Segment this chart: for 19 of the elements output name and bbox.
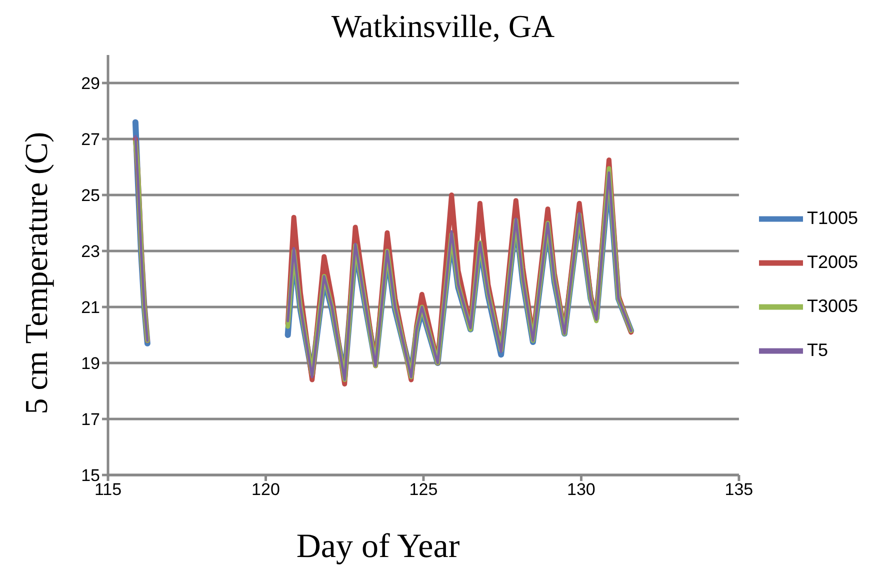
x-tick-label: 135 bbox=[724, 480, 754, 500]
y-tick-label: 21 bbox=[81, 298, 100, 318]
x-tick-label: 120 bbox=[252, 480, 280, 500]
legend-label: T2005 bbox=[806, 252, 858, 272]
y-tick-label: 29 bbox=[81, 74, 100, 94]
y-axis-title: 5 cm Temperature (C) bbox=[18, 130, 55, 416]
legend-label: T3005 bbox=[806, 296, 858, 316]
x-tick-label: 125 bbox=[409, 480, 438, 500]
legend-label: T5 bbox=[806, 340, 828, 360]
x-tick-label: 130 bbox=[567, 480, 596, 500]
y-tick-label: 23 bbox=[81, 242, 100, 262]
y-tick-label: 27 bbox=[81, 130, 100, 150]
y-tick-label: 17 bbox=[81, 410, 100, 430]
x-tick-label: 115 bbox=[94, 480, 122, 500]
y-tick-label: 19 bbox=[81, 354, 100, 374]
chart-title: Watkinsville, GA bbox=[330, 8, 556, 45]
x-axis-title: Day of Year bbox=[296, 528, 460, 565]
legend-label: T1005 bbox=[806, 208, 858, 228]
y-tick-label: 25 bbox=[81, 186, 100, 206]
